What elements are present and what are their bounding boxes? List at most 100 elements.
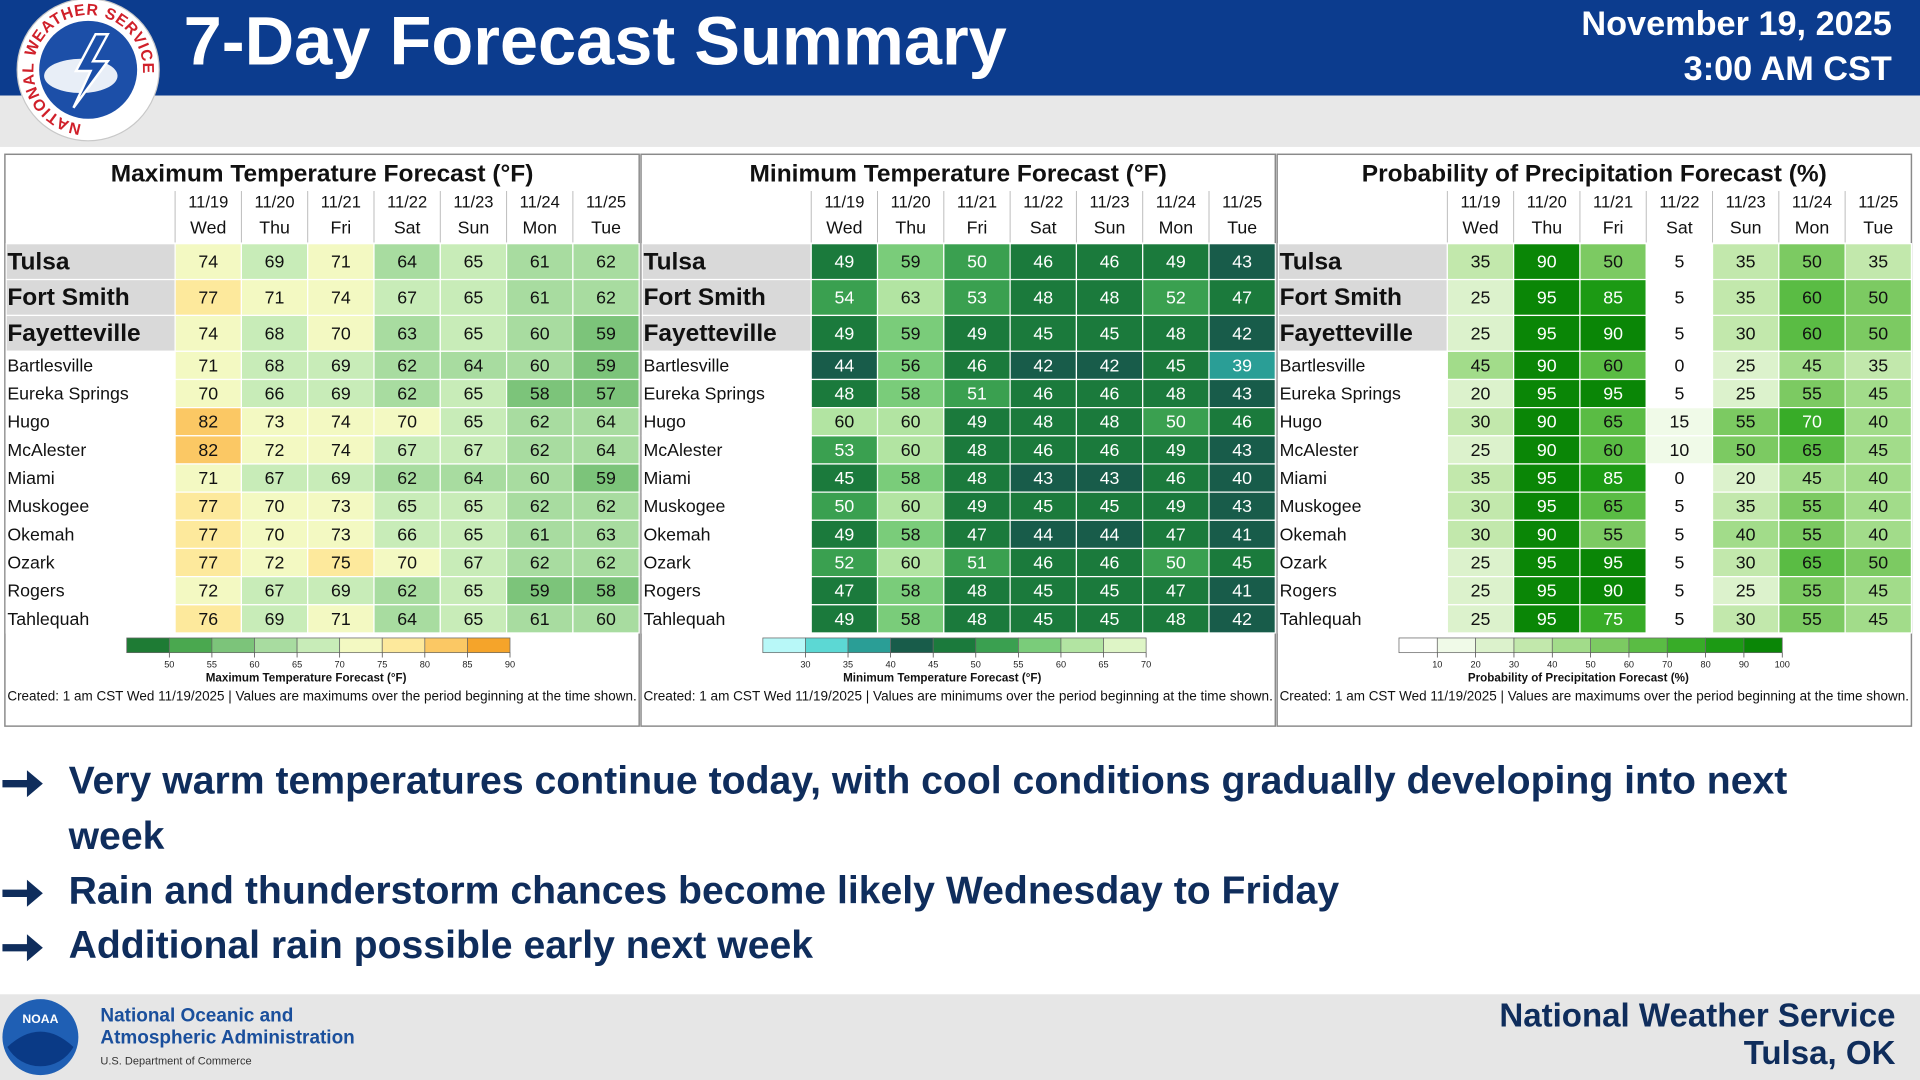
forecast-value: 50 [1802, 252, 1822, 272]
city-name: Tahlequah [1280, 609, 1362, 629]
forecast-panel: Minimum Temperature Forecast (°F) 11/19 We… [640, 153, 1277, 727]
forecast-value: 45 [1100, 496, 1120, 516]
forecast-value: 50 [967, 252, 987, 272]
forecast-value: 59 [901, 252, 921, 272]
forecast-value: 61 [530, 524, 550, 544]
city-name: McAlester [1280, 440, 1359, 460]
forecast-cell [1579, 463, 1647, 493]
forecast-cell [240, 463, 309, 493]
forecast-cell [810, 350, 879, 381]
forecast-cell [240, 491, 309, 521]
forecast-value: 61 [530, 287, 550, 307]
forecast-cell [505, 378, 574, 409]
panel-title: Minimum Temperature Forecast (°F) [750, 161, 1167, 188]
column-date: 11/22 [1023, 193, 1063, 212]
forecast-panels: Maximum Temperature Forecast (°F) 11/19 We… [4, 153, 1913, 727]
city-name: Fayetteville [643, 320, 776, 347]
forecast-value: 69 [331, 383, 351, 403]
forecast-value: 58 [901, 468, 921, 488]
forecast-cell [373, 314, 441, 352]
forecast-value: 49 [1166, 496, 1186, 516]
forecast-value: 77 [198, 524, 218, 544]
forecast-value: 76 [198, 609, 218, 629]
forecast-cell [1778, 435, 1846, 465]
forecast-value: 90 [1537, 252, 1557, 272]
forecast-value: 48 [967, 440, 987, 460]
forecast-value: 95 [1537, 496, 1557, 516]
city-name: Okemah [643, 524, 710, 544]
forecast-cell [1446, 243, 1515, 281]
forecast-cell [439, 435, 508, 465]
forecast-value: 60 [596, 609, 616, 629]
forecast-value: 40 [1736, 524, 1756, 544]
city-name: Ozark [1280, 552, 1327, 572]
legend-tick-label: 30 [800, 659, 810, 669]
forecast-cell [1009, 314, 1078, 352]
forecast-value: 82 [198, 440, 218, 460]
city-cell [641, 463, 812, 493]
forecast-cell [439, 314, 508, 352]
forecast-cell [943, 407, 1011, 437]
legend-tick-label: 50 [164, 659, 174, 669]
column-day: Sat [1666, 218, 1693, 238]
column-date: 11/24 [520, 193, 560, 212]
forecast-cell [572, 407, 640, 437]
legend-tick-label: 70 [335, 659, 345, 669]
forecast-value: 45 [1100, 323, 1120, 343]
forecast-value: 45 [1033, 496, 1053, 516]
forecast-cell [1645, 243, 1714, 281]
forecast-value: 58 [901, 383, 921, 403]
forecast-cell [1645, 491, 1714, 521]
forecast-cell [1844, 604, 1913, 634]
city-cell [5, 519, 176, 550]
forecast-cell [1075, 435, 1144, 465]
forecast-value: 62 [397, 355, 417, 375]
forecast-cell [1579, 314, 1647, 352]
forecast-value: 62 [596, 252, 616, 272]
column-day: Tue [1227, 218, 1257, 238]
city-cell [5, 435, 176, 465]
city-cell [5, 575, 176, 606]
forecast-value: 52 [834, 552, 854, 572]
forecast-cell [1844, 519, 1913, 550]
forecast-cell [1513, 435, 1581, 465]
forecast-value: 49 [967, 323, 987, 343]
forecast-cell [505, 604, 574, 634]
forecast-value: 58 [596, 581, 616, 601]
forecast-value: 49 [1166, 440, 1186, 460]
forecast-value: 62 [530, 440, 550, 460]
forecast-value: 65 [397, 496, 417, 516]
noaa-logo-wave [7, 1031, 74, 1067]
forecast-value: 35 [1471, 468, 1491, 488]
forecast-value: 10 [1670, 440, 1690, 460]
forecast-value: 74 [198, 252, 218, 272]
forecast-cell [1009, 463, 1078, 493]
forecast-value: 67 [464, 552, 484, 572]
forecast-value: 65 [464, 609, 484, 629]
forecast-cell [307, 519, 375, 550]
bullet-arrow [2, 879, 43, 907]
forecast-value: 58 [901, 524, 921, 544]
forecast-value: 50 [1868, 552, 1888, 572]
column-day: Wed [1462, 218, 1498, 238]
forecast-cell [1711, 243, 1780, 281]
forecast-cell [307, 547, 375, 578]
bullet-arrow [2, 934, 43, 962]
forecast-value: 46 [1033, 383, 1053, 403]
legend-swatch [805, 637, 849, 654]
slide-title: 7-Day Forecast Summary [184, 3, 1007, 80]
forecast-value: 58 [901, 609, 921, 629]
forecast-cell [1844, 435, 1913, 465]
forecast-value: 45 [1868, 440, 1888, 460]
forecast-value: 90 [1537, 355, 1557, 375]
forecast-value: 58 [901, 581, 921, 601]
legend-swatch [211, 637, 255, 654]
forecast-value: 50 [1166, 412, 1186, 432]
forecast-cell [1844, 378, 1913, 409]
forecast-value: 48 [1100, 287, 1120, 307]
forecast-cell [505, 407, 574, 437]
nws-logo: NATIONAL WEATHER SERVICE [16, 0, 160, 142]
forecast-cell [174, 547, 243, 578]
forecast-value: 65 [464, 496, 484, 516]
forecast-cell [307, 463, 375, 493]
